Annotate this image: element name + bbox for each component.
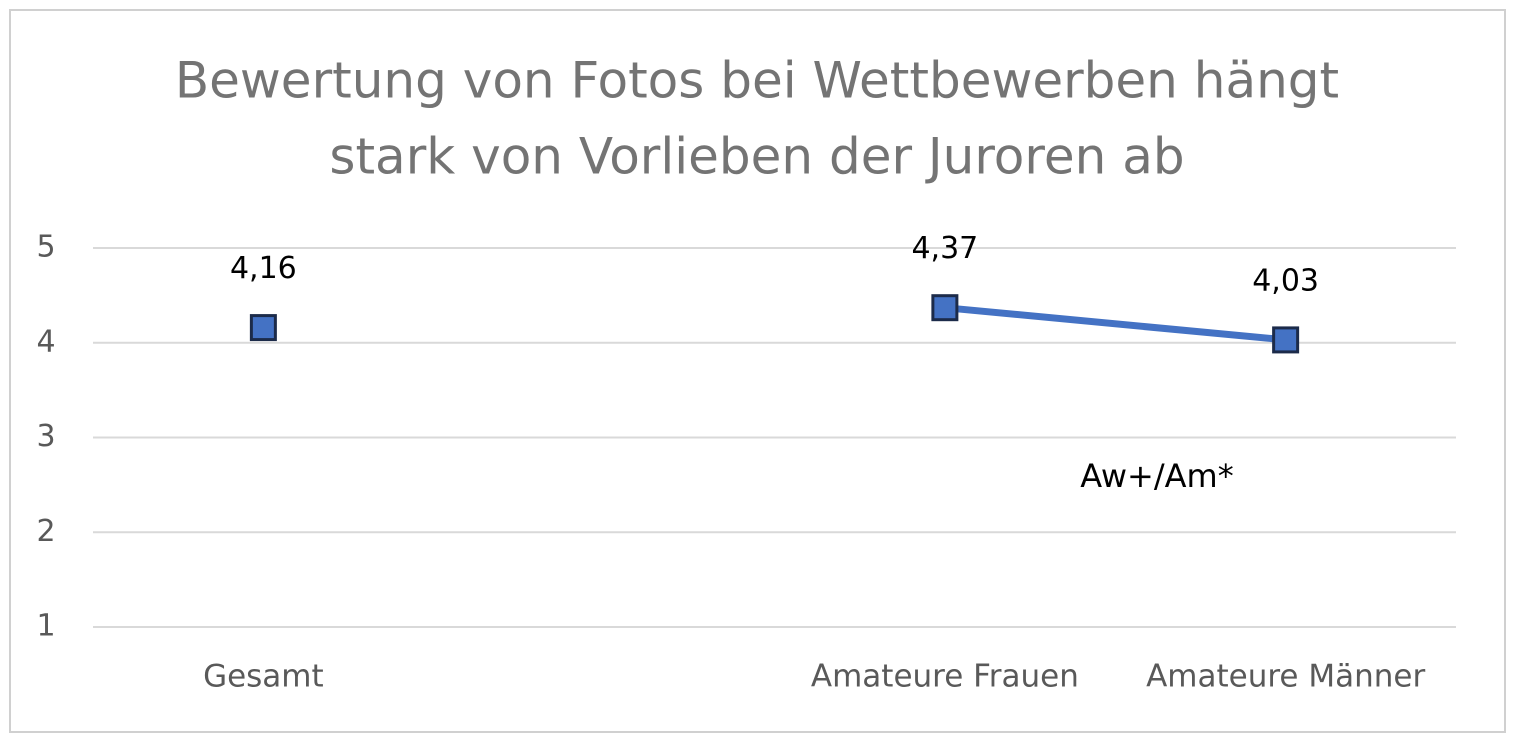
x-tick-label: Gesamt	[203, 659, 324, 695]
data-label: 4,03	[1252, 263, 1319, 298]
x-tick-label: Amateure Frauen	[811, 659, 1079, 695]
y-tick-label: 4	[36, 324, 55, 359]
data-label: 4,37	[911, 231, 978, 266]
chart-title: Bewertung von Fotos bei Wettbewerben hän…	[175, 52, 1339, 110]
chart-border	[9, 9, 1506, 733]
marker	[249, 314, 277, 342]
data-label: 4,16	[230, 251, 297, 286]
chart-title: stark von Vorlieben der Juroren ab	[329, 128, 1184, 186]
y-tick-label: 3	[36, 419, 55, 454]
marker	[931, 294, 959, 322]
y-tick-label: 2	[36, 514, 55, 549]
marker	[1272, 326, 1300, 354]
y-tick-label: 1	[36, 609, 55, 644]
annotation: Aw+/Am*	[1080, 457, 1233, 495]
x-tick-label: Amateure Männer	[1146, 659, 1425, 695]
y-tick-label: 5	[36, 230, 55, 265]
line	[944, 304, 1286, 344]
